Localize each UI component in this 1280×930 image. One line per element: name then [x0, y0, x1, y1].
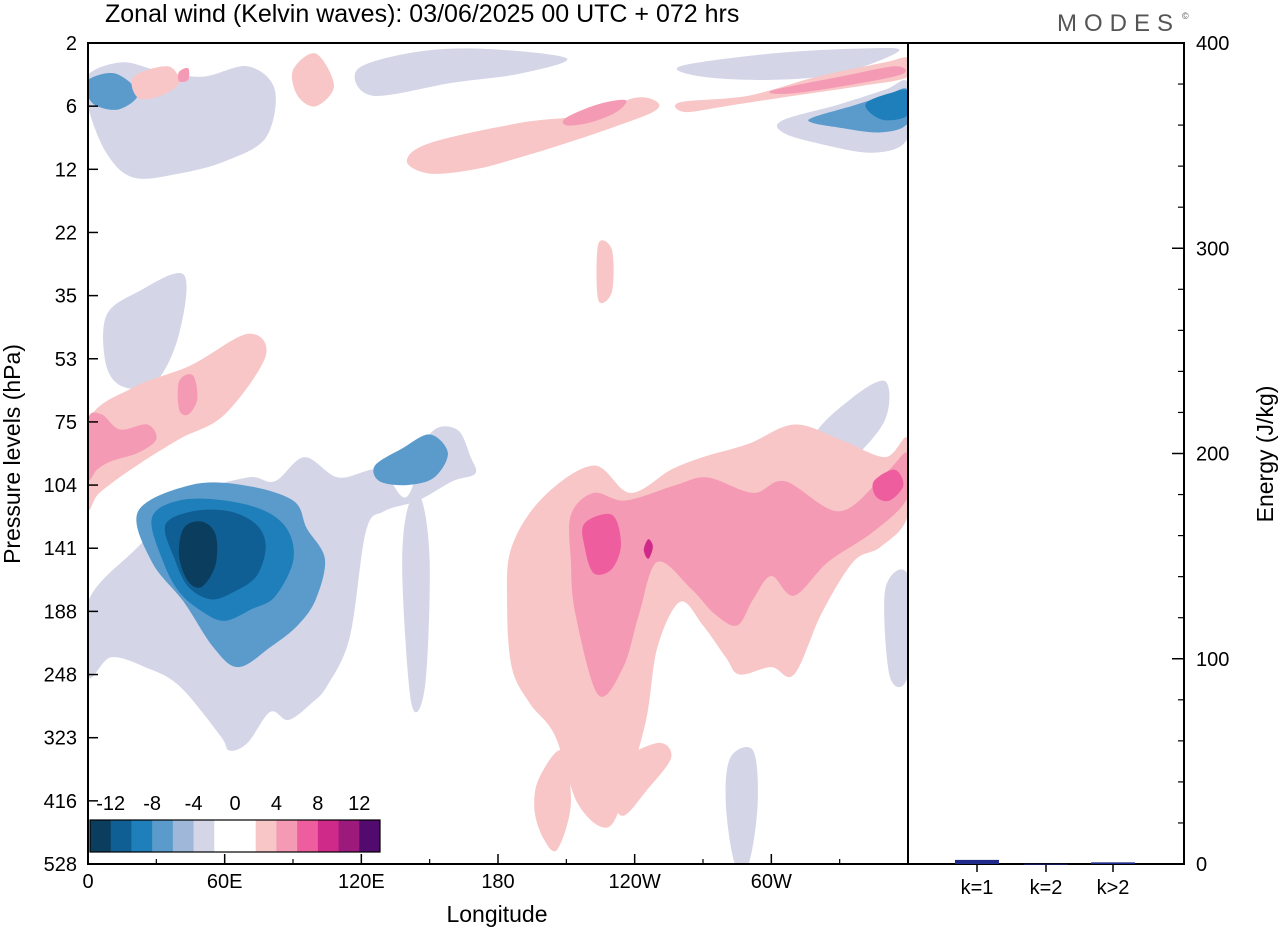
energy-tick-label: 400	[1196, 33, 1229, 55]
energy-tick-label: 0	[1196, 854, 1207, 876]
chart-title: Zonal wind (Kelvin waves): 03/06/2025 00…	[105, 0, 739, 28]
energy-tick-label: 300	[1196, 238, 1229, 260]
wind-contour-neg3	[865, 89, 908, 121]
wind-contour-pos1	[610, 742, 672, 816]
x-tick-label: 180	[481, 871, 514, 893]
wind-contour-pos4	[643, 539, 653, 559]
colorbar-swatch	[152, 820, 174, 852]
x-axis-title: Longitude	[446, 901, 547, 927]
colorbar-swatch	[338, 820, 360, 852]
y-tick-label: 188	[44, 601, 77, 623]
wind-contour-pos2	[177, 374, 198, 416]
energy-axis-title: Energy (J/kg)	[1252, 386, 1278, 523]
y-axis-title: Pressure levels (hPa)	[0, 344, 25, 564]
y-tick-label: 35	[55, 286, 77, 308]
wind-contour-pos1	[131, 66, 180, 100]
wind-contour-neg2	[88, 72, 139, 110]
colorbar-label: -8	[143, 793, 161, 815]
wind-contour-pos1	[534, 749, 571, 852]
energy-bar	[1024, 863, 1068, 865]
y-tick-label: 6	[66, 96, 77, 118]
colorbar-label: 0	[229, 793, 240, 815]
x-tick-label: 60E	[207, 871, 243, 893]
wind-contour-pos1	[291, 53, 334, 107]
y-tick-label: 22	[55, 222, 77, 244]
modes-logo: MODES	[1057, 10, 1180, 37]
y-tick-label: 2	[66, 33, 77, 55]
wind-contour-neg1	[402, 493, 430, 713]
colorbar-swatch	[297, 820, 319, 852]
y-tick-label: 323	[44, 728, 77, 750]
energy-category-label: k=1	[961, 877, 994, 899]
wind-contour-pos1	[88, 333, 267, 510]
colorbar-label: 8	[312, 793, 323, 815]
energy-bar	[955, 859, 999, 864]
wind-contour-pos2	[562, 99, 627, 126]
colorbar-swatch	[317, 820, 339, 852]
colorbar-swatch	[276, 820, 298, 852]
energy-category-label: k=2	[1030, 877, 1063, 899]
wind-contour-pos3	[582, 513, 621, 575]
wind-contour-pos1	[596, 240, 614, 304]
colorbar-swatch	[359, 820, 381, 852]
colorbar-swatch	[214, 820, 236, 852]
colorbar-swatch	[255, 820, 277, 852]
y-tick-label: 141	[44, 538, 77, 560]
energy-bar	[1091, 862, 1135, 864]
x-tick-label: 120W	[609, 871, 661, 893]
y-tick-label: 528	[44, 854, 77, 876]
wind-contour-pos2	[88, 412, 157, 481]
y-tick-label: 12	[55, 159, 77, 181]
hovmoller-axes: 0 60E 120E 180 120W 60W 2 6 12 22 35 53 75 104 141 188 2…	[44, 33, 841, 893]
colorbar-swatch	[90, 820, 112, 852]
hovmoller-contours	[88, 43, 908, 864]
energy-tick-label: 200	[1196, 444, 1229, 466]
y-tick-label: 75	[55, 412, 77, 434]
colorbar-label: -12	[96, 793, 125, 815]
wind-contour-pos2	[769, 66, 906, 94]
x-tick-label: 60W	[751, 871, 792, 893]
y-tick-label: 416	[44, 791, 77, 813]
wind-contour-pos3	[872, 469, 904, 502]
y-tick-label: 104	[44, 475, 77, 497]
wind-contour-neg1	[725, 747, 758, 864]
wind-contour-pos2	[177, 67, 190, 83]
energy-frame	[907, 42, 1185, 865]
colorbar-label: 12	[348, 793, 370, 815]
colorbar-swatch	[235, 820, 257, 852]
y-tick-label: 248	[44, 665, 77, 687]
colorbar-label: -4	[185, 793, 203, 815]
energy-tick-label: 100	[1196, 649, 1229, 671]
colorbar-swatch	[131, 820, 153, 852]
colorbar-legend: -12 -8 -4 0 4 8 12	[89, 793, 381, 853]
wind-contour-neg2	[373, 434, 448, 486]
wind-contour-neg1	[884, 569, 908, 688]
wind-contour-pos1	[674, 57, 908, 113]
wind-contour-pos2	[569, 452, 908, 697]
colorbar-swatch	[172, 820, 194, 852]
y-tick-label: 53	[55, 349, 77, 371]
colorbar-border	[89, 819, 381, 853]
wind-contour-neg1	[354, 48, 568, 96]
x-tick-label: 0	[82, 871, 93, 893]
wind-contour-neg1	[103, 272, 187, 389]
colorbar-label: 4	[271, 793, 282, 815]
colorbar-swatch	[193, 820, 215, 852]
copyright-mark: ©	[1182, 11, 1189, 21]
energy-bar-chart: 0 100 200 300 400 k=1 k=2 k>2	[955, 33, 1229, 899]
energy-category-label: k>2	[1097, 877, 1130, 899]
x-tick-label: 120E	[338, 871, 385, 893]
colorbar-swatch	[110, 820, 132, 852]
wind-contour-neg5	[178, 521, 218, 588]
